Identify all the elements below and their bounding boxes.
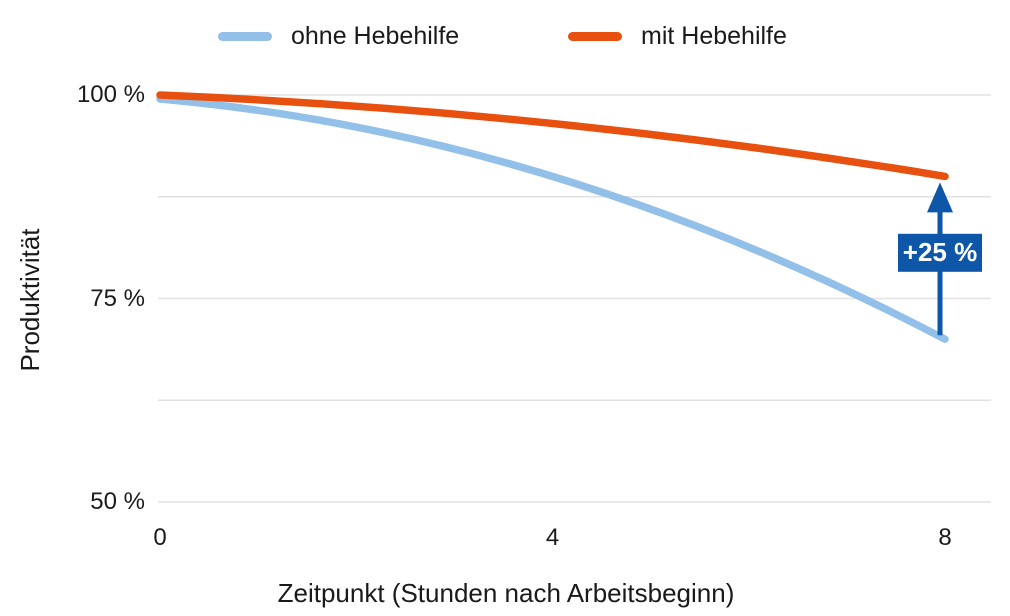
annotation-box [898,233,982,272]
x-tick-label: 0 [153,524,167,551]
x-tick-label: 4 [545,524,560,551]
series-line-mit-hebehilfe [156,91,949,181]
legend-label: ohne Hebehilfe [291,22,460,50]
legend-label: mit Hebehilfe [641,22,787,50]
x-tick-label: 8 [938,524,952,551]
legend-item-ohne-hebehilfe: ohne Hebehilfe [218,21,459,51]
annotation-label: +25 % [903,237,977,267]
legend-item-mit-hebehilfe: mit Hebehilfe [568,21,787,51]
annotation-arrowhead-icon [927,182,953,213]
y-tick-label: 100 % [76,81,145,108]
x-axis-title: Zeitpunkt (Stunden nach Arbeitsbeginn) [277,578,735,608]
series-line-ohne-hebehilfe [156,95,949,343]
legend-swatch-line-icon [218,31,272,41]
y-tick-label: 75 % [90,284,145,312]
y-tick-label: 50 % [90,488,145,515]
legend-swatch-line-icon [568,31,622,41]
y-axis-title: Produktivität [15,228,45,372]
